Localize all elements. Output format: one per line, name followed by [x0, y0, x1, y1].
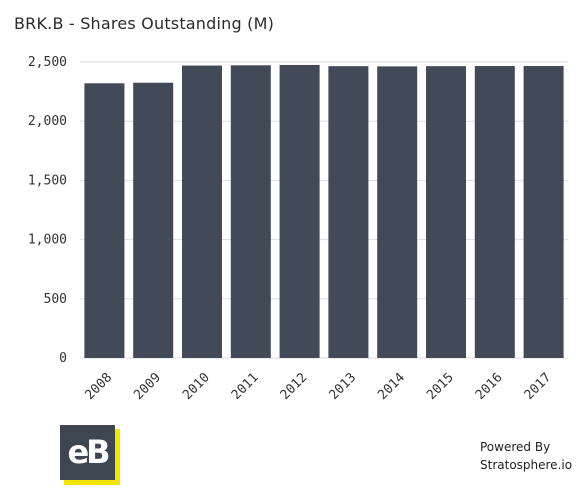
- y-tick-label: 2,500: [28, 55, 67, 70]
- x-tick-label: 2014: [375, 370, 408, 403]
- x-tick-label: 2013: [326, 370, 359, 403]
- y-tick-label: 500: [44, 292, 67, 307]
- y-tick-label: 2,000: [28, 114, 67, 129]
- x-tick-label: 2011: [229, 370, 262, 403]
- powered-by: Powered By Stratosphere.io: [480, 438, 572, 474]
- powered-by-brand: Stratosphere.io: [480, 458, 573, 472]
- x-tick-label: 2016: [473, 370, 506, 403]
- bar: [474, 66, 515, 358]
- y-tick-label: 1,000: [28, 233, 67, 248]
- stratosphere-logo: eB: [60, 425, 120, 485]
- y-tick-label: 1,500: [28, 173, 67, 188]
- bar: [425, 66, 467, 359]
- x-tick-label: 2010: [180, 370, 213, 403]
- x-tick-label: 2017: [522, 370, 555, 403]
- bar-chart: 0 500 1,000 1,500 2,000 2,500 2008 2009 2010 2011…: [28, 55, 568, 403]
- chart-title: BRK.B - Shares Outstanding (M): [14, 14, 275, 33]
- x-tick-label: 2012: [278, 370, 311, 403]
- bar: [328, 66, 369, 359]
- bar: [181, 65, 223, 358]
- logo-mark: eB: [60, 425, 115, 480]
- bar: [377, 66, 418, 358]
- x-tick-label: 2008: [82, 370, 115, 403]
- x-tick-label: 2015: [424, 370, 457, 403]
- y-tick-label: 0: [59, 351, 67, 366]
- bar: [523, 66, 564, 358]
- bar: [279, 64, 320, 359]
- x-tick-label: 2009: [131, 370, 164, 403]
- bar: [230, 65, 271, 359]
- bar: [84, 83, 125, 358]
- bar: [133, 82, 174, 358]
- powered-by-label: Powered By: [480, 440, 551, 454]
